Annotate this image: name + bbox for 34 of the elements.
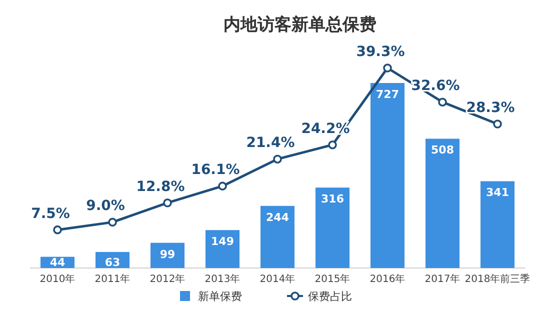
x-tick-label: 2018年前三季 <box>464 273 530 285</box>
bar <box>206 230 240 268</box>
x-tick-label: 2012年 <box>150 273 186 285</box>
data-label: 7.5% <box>31 206 70 222</box>
data-label: 727 <box>376 88 399 101</box>
data-label: 9.0% <box>86 198 125 214</box>
data-label: 149 <box>211 235 234 248</box>
x-tick-label: 2017年 <box>424 273 460 285</box>
bar <box>260 206 294 268</box>
data-label: 99 <box>160 248 176 261</box>
data-label: 316 <box>321 192 344 206</box>
x-tick-label: 2013年 <box>204 273 240 285</box>
x-tick-label: 2016年 <box>370 273 406 285</box>
x-tick-label: 2014年 <box>260 273 296 285</box>
data-label: 341 <box>486 186 509 200</box>
bar <box>426 138 460 268</box>
x-tick-label: 2015年 <box>314 273 350 285</box>
chart-title: 内地访客新单总保费 <box>224 15 376 35</box>
data-label: 21.4% <box>246 135 295 152</box>
x-tick-label: 2010年 <box>40 273 76 285</box>
data-label: 44 <box>50 256 66 269</box>
data-label: 16.1% <box>191 162 240 178</box>
bar <box>370 83 404 268</box>
x-tick-label: 2011年 <box>94 273 130 285</box>
data-label: 244 <box>266 210 290 224</box>
legend-label: 新单保费 <box>198 290 242 303</box>
data-label: 63 <box>104 256 120 269</box>
data-label: 508 <box>431 144 454 157</box>
bar <box>316 188 350 268</box>
data-label: 39.3% <box>356 44 405 60</box>
data-label: 28.3% <box>466 100 515 116</box>
legend-label: 保费占比 <box>308 290 352 303</box>
bar <box>480 181 514 268</box>
data-label: 12.8% <box>136 178 185 195</box>
